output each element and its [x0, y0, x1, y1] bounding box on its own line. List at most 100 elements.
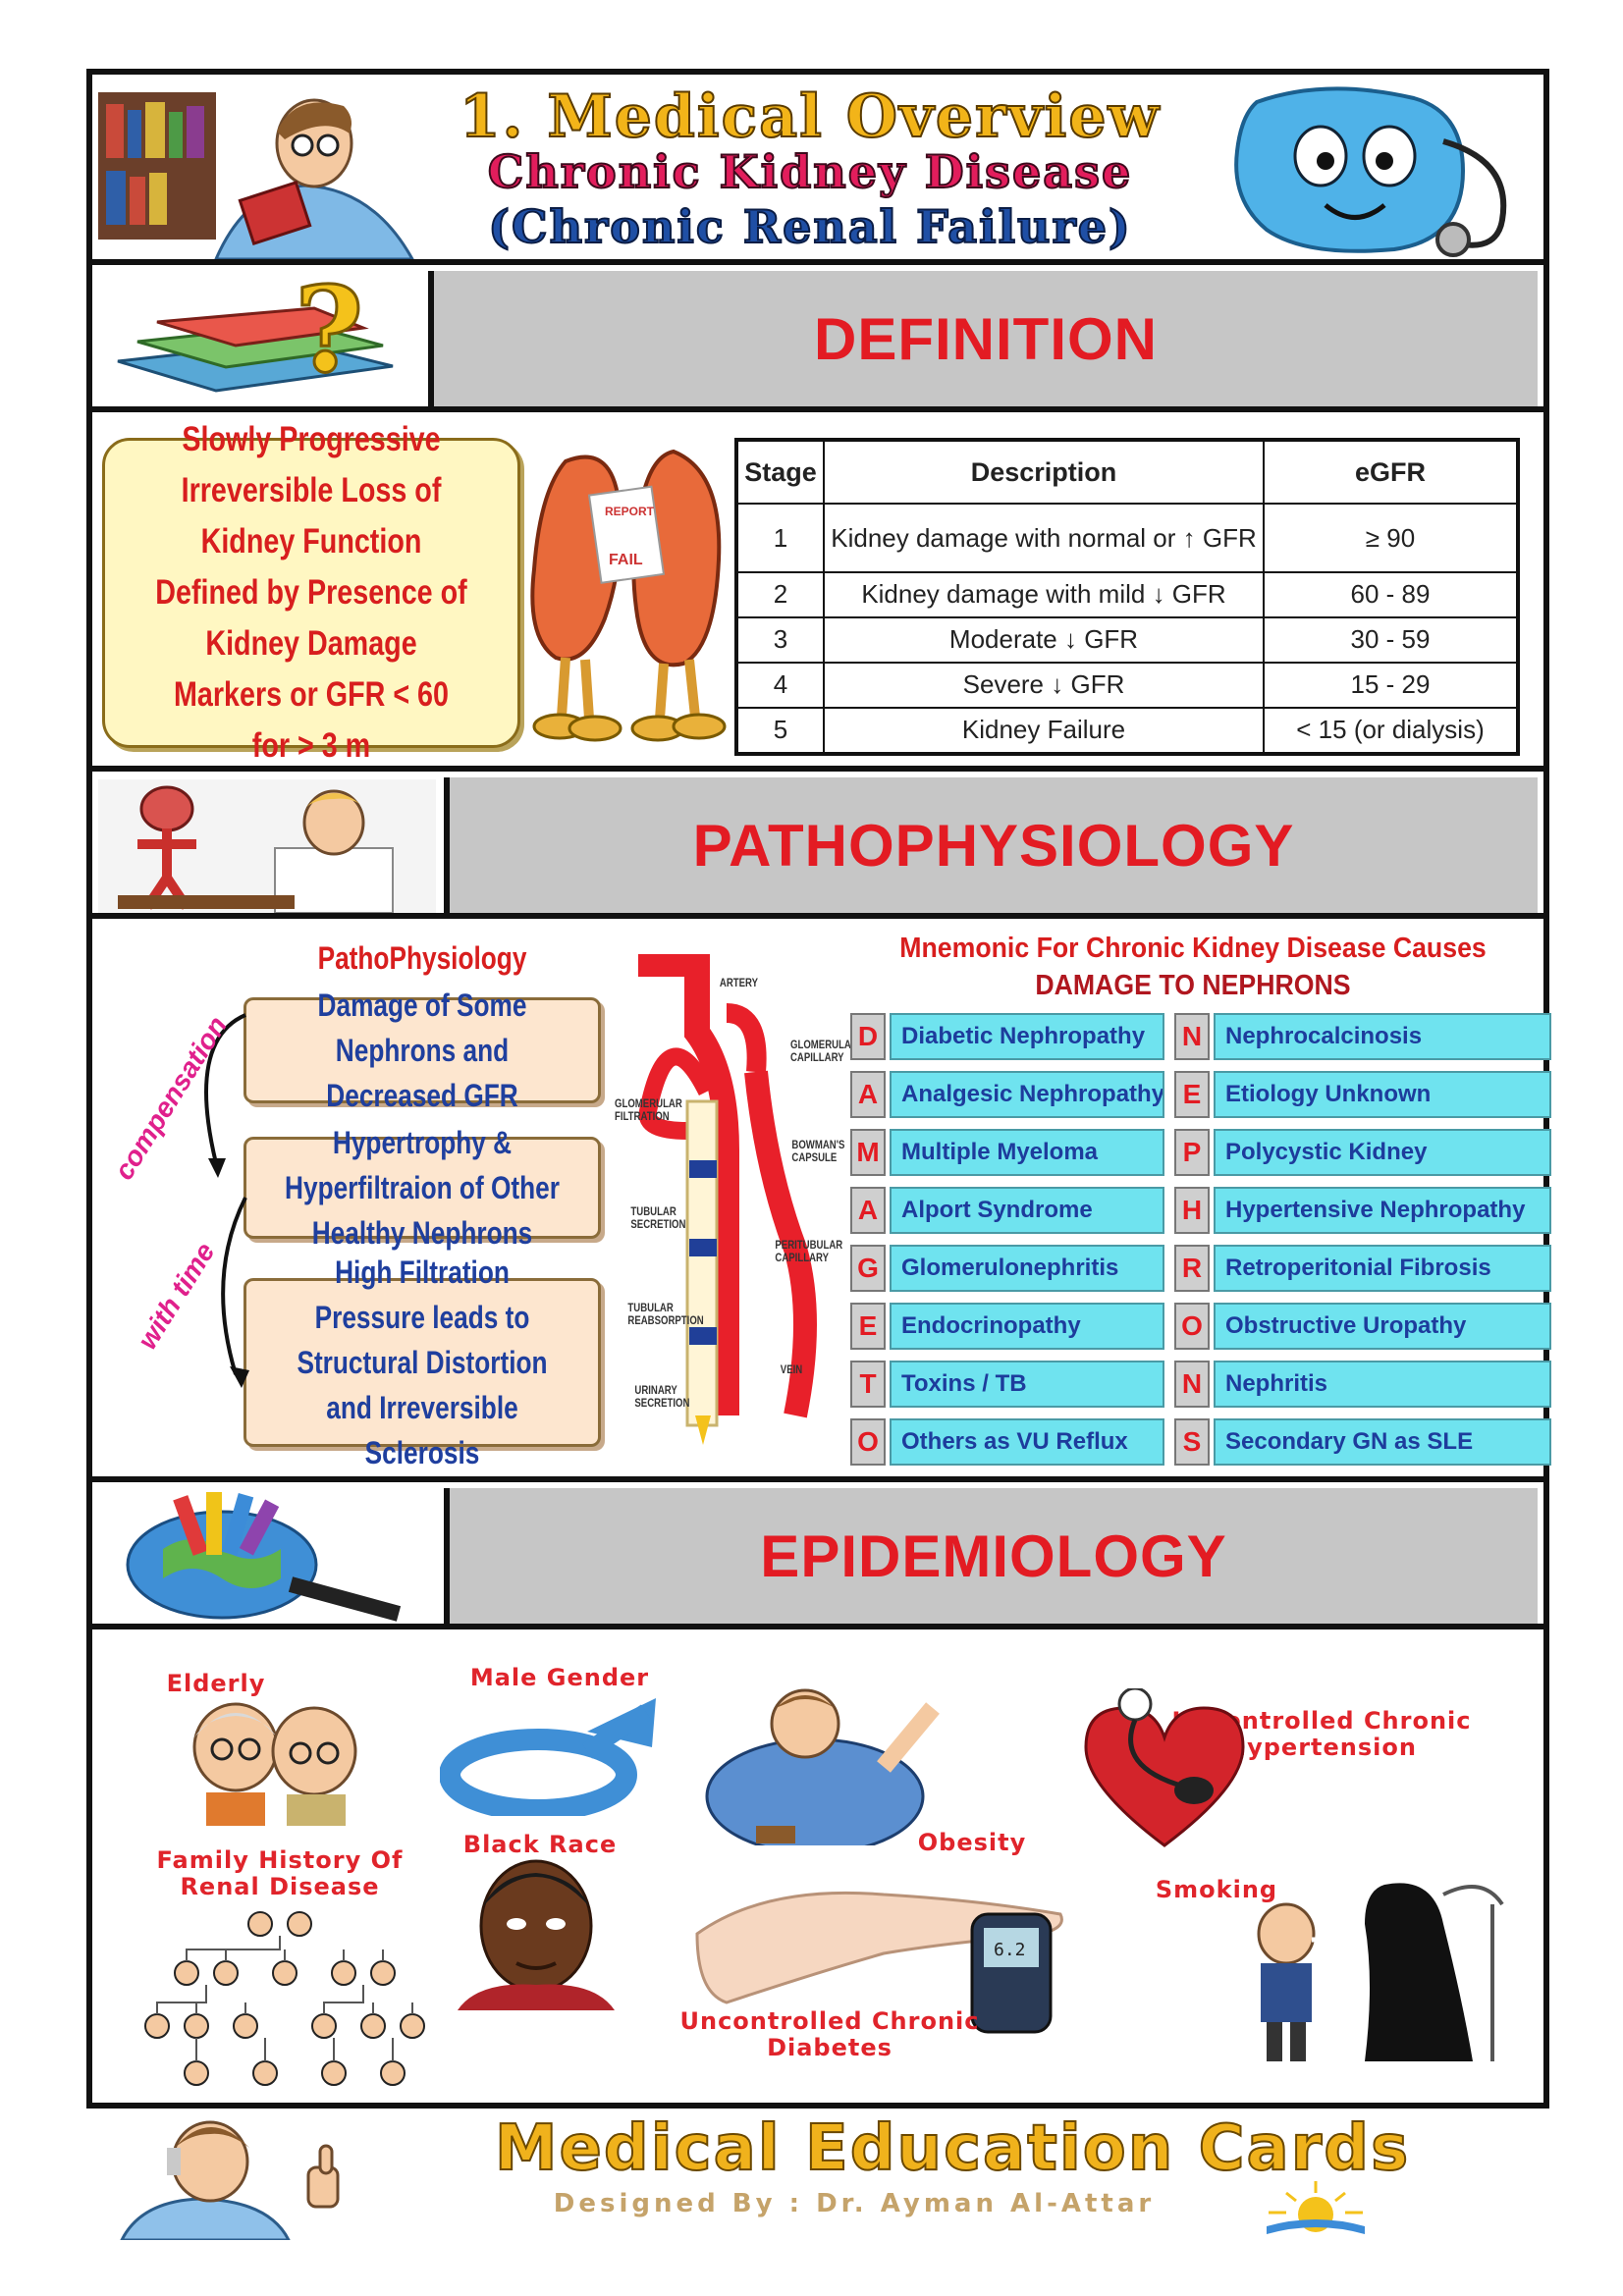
epidemiology-band: [92, 1482, 1543, 1629]
table-cell: ≥ 90: [1263, 503, 1519, 573]
epi-label-male: Male Gender: [469, 1664, 650, 1691]
page-title: 1. Medical Overview: [432, 81, 1188, 152]
title-line-3: (Chronic Renal Failure): [487, 199, 1132, 254]
mnemonic-cause: Analgesic Nephropathy: [890, 1071, 1164, 1118]
path-box-sclerosis: High Filtration Pressure leads to Struct…: [243, 1255, 601, 1470]
mnemonic-cause: Diabetic Nephropathy: [890, 1013, 1164, 1060]
epi-label-smoking: Smoking: [1155, 1876, 1278, 1903]
table-row: 3 Moderate ↓ GFR 30 - 59: [735, 615, 1519, 664]
obese-man-illustration: [705, 1688, 940, 1845]
table-cell: 30 - 59: [1263, 615, 1519, 664]
mnemonic-cause: Obstructive Uropathy: [1214, 1303, 1551, 1350]
mnemonic-letter: E: [850, 1303, 886, 1350]
mnemonic-cause: Endocrinopathy: [890, 1303, 1164, 1350]
mnemonic-subtitle: DAMAGE TO NEPHRONS: [1035, 970, 1351, 1001]
epi-label-family: Family History Of Renal Disease: [156, 1846, 404, 1900]
table-row: 5 Kidney Failure < 15 (or dialysis): [735, 706, 1519, 756]
path-box-hypertrophy: Hypertrophy & Hyperfiltraion of Other He…: [243, 1125, 601, 1251]
path-box-text: Damage of Some Nephrons and Decreased GF…: [317, 988, 527, 1113]
epi-label-elderly: Elderly: [166, 1670, 266, 1697]
header-band: [92, 75, 1543, 265]
mnemonic-cause: Multiple Myeloma: [890, 1129, 1164, 1176]
mnemonic-cause: Alport Syndrome: [890, 1187, 1164, 1234]
pathophysiology-heading-bar: PATHOPHYSIOLOGY: [444, 777, 1538, 913]
epi-label-black: Black Race: [462, 1831, 618, 1858]
doctor-thumbs-up-illustration: [120, 2120, 340, 2240]
globe-magnifier-icon: [126, 1492, 402, 1622]
kidney-mascot-illustration: [1234, 86, 1507, 257]
mnemonic-cause: Etiology Unknown: [1214, 1071, 1551, 1118]
title-line-1: 1. Medical Overview: [459, 81, 1162, 152]
glucose-meter-reading: 6.2: [994, 1940, 1026, 1960]
label-artery: ARTERY: [719, 976, 759, 989]
mnemonic-cause: Glomerulonephritis: [890, 1245, 1164, 1292]
epi-label-obesity: Obesity: [917, 1829, 1027, 1856]
definition-text-box: Slowly Progressive Irreversible Loss of …: [102, 420, 520, 765]
label-tubular-reabsorption: TUBULAR REABSORPTION: [627, 1301, 704, 1327]
definition-heading: DEFINITION: [814, 305, 1158, 372]
table-cell: Moderate ↓ GFR: [823, 615, 1265, 664]
mnemonic-letter: G: [850, 1245, 886, 1292]
title-line-2: Chronic Kidney Disease: [487, 144, 1133, 199]
mnemonic-cause: Others as VU Reflux: [890, 1418, 1164, 1466]
mnemonic-letter: R: [1174, 1245, 1210, 1292]
label-urinary-secretion: URINARY SECRETION: [634, 1383, 690, 1410]
mnemonic-letter: M: [850, 1129, 886, 1176]
mnemonic-letter: D: [850, 1013, 886, 1060]
table-row: 2 Kidney damage with mild ↓ GFR 60 - 89: [735, 571, 1519, 618]
definition-band: [92, 265, 1543, 412]
pathophysiology-subtitle: PathoPhysiology: [317, 940, 527, 976]
table-cell: 4: [735, 661, 825, 709]
sad-kidneys-illustration: REPORT FAIL: [530, 449, 727, 742]
mnemonic-letter: P: [1174, 1129, 1210, 1176]
mnemonic-letter: O: [1174, 1303, 1210, 1350]
mnemonic-letter: E: [1174, 1071, 1210, 1118]
mnemonic-letter: N: [1174, 1361, 1210, 1408]
path-box-damage: Damage of Some Nephrons and Decreased GF…: [243, 988, 601, 1113]
path-box-text: Hypertrophy & Hyperfiltraion of Other He…: [285, 1125, 560, 1251]
label-vein: VEIN: [780, 1362, 803, 1376]
table-cell: 1: [735, 503, 825, 573]
definition-body-band: [92, 412, 1543, 772]
label-peritubular-capillary: PERITUBULAR CAPILLARY: [775, 1238, 843, 1264]
footer-title: Medical Education Cards: [494, 2111, 1411, 2186]
mnemonic-cause: Toxins / TB: [890, 1361, 1164, 1408]
definition-text: Slowly Progressive Irreversible Loss of …: [155, 420, 467, 765]
ckd-stage-table: Stage Description eGFR 1 Kidney damage w…: [734, 438, 1520, 756]
table-cell: Kidney damage with mild ↓ GFR: [823, 571, 1265, 618]
mnemonic-letter: S: [1174, 1418, 1210, 1466]
mnemonic-cause: Nephritis: [1214, 1361, 1551, 1408]
mnemonic-cause: Nephrocalcinosis: [1214, 1013, 1551, 1060]
mnemonic-cause: Retroperitonial Fibrosis: [1214, 1245, 1551, 1292]
mnemonic-cause: Polycystic Kidney: [1214, 1129, 1551, 1176]
definition-heading-bar: DEFINITION: [428, 271, 1538, 406]
table-cell: Severe ↓ GFR: [823, 661, 1265, 709]
doctor-anatomy-illustration: [98, 779, 436, 913]
table-cell: Kidney Failure: [823, 706, 1265, 756]
mnemonic-title: Mnemonic For Chronic Kidney Disease Caus…: [899, 933, 1487, 964]
doctor-reading-illustration: [98, 92, 414, 259]
column-header: eGFR: [1263, 439, 1519, 505]
table-cell: 5: [735, 706, 825, 756]
epidemiology-heading: EPIDEMIOLOGY: [760, 1522, 1227, 1589]
heart-bp-illustration: [1084, 1688, 1245, 1847]
column-header: Stage: [735, 439, 825, 505]
label-bowmans-capsule: BOWMAN'S CAPSULE: [791, 1138, 845, 1164]
column-header: Description: [823, 439, 1265, 505]
svg-text:?: ?: [295, 273, 363, 400]
mnemonic-letter: N: [1174, 1013, 1210, 1060]
table-cell: < 15 (or dialysis): [1263, 706, 1519, 756]
table-header-row: Stage Description eGFR: [735, 439, 1519, 505]
family-tree-illustration: [144, 1911, 425, 2086]
epi-label-diabetes: Uncontrolled Chronic Diabetes: [679, 2007, 980, 2061]
smoking-reaper-illustration: [1257, 1883, 1504, 2061]
label-glomerular-filtration: GLOMERULAR FILTRATION: [615, 1096, 682, 1123]
mnemonic-cause: Hypertensive Nephropathy: [1214, 1187, 1551, 1234]
label-glomerular-capillary: GLOMERULAR CAPILLARY: [790, 1038, 858, 1064]
label-tubular-secretion: TUBULAR SECRETION: [630, 1204, 686, 1231]
footer-credit: Designed By : Dr. Ayman Al-Attar: [553, 2189, 1156, 2218]
sunrise-book-logo: [1267, 2181, 1365, 2234]
pathophysiology-heading: PATHOPHYSIOLOGY: [692, 812, 1295, 879]
table-cell: 2: [735, 571, 825, 618]
table-row: 1 Kidney damage with normal or ↑ GFR ≥ 9…: [735, 503, 1519, 573]
